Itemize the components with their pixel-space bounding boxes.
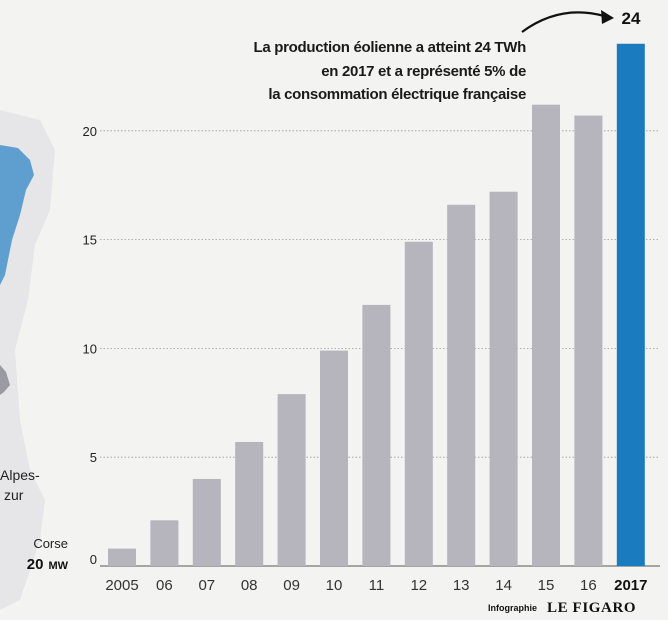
y-tick-label: 10 [83,341,97,356]
bar [320,350,348,566]
x-tick-label: 11 [369,577,385,594]
y-tick-label: 20 [83,124,97,139]
bar [404,241,433,566]
credit: Infographie LE FIGARO [488,600,636,616]
annotation-line-3: la consommation électrique française [268,86,526,103]
bar [447,204,476,566]
y-tick-label: 0 [90,552,97,567]
annotation-arrow [521,11,605,33]
y-tick-label: 15 [83,233,97,248]
x-axis-labels: 2005 06 07 08 09 10 11 12 13 14 15 16 2017 [105,577,647,594]
x-tick-label: 07 [198,577,215,594]
corse-capacity: 20 MW [27,556,69,573]
bar [150,520,179,566]
annotation: La production éolienne a atteint 24 TWh … [254,9,641,103]
highlight-value-label: 24 [622,9,641,28]
map-region-shape [0,145,34,285]
credit-prefix: Infographie [488,603,537,613]
x-tick-label: 14 [495,577,512,594]
region-label-top: Alpes- [0,467,40,483]
annotation-arrowhead [601,10,614,24]
x-tick-label: 08 [241,577,258,594]
corse-value: 20 [27,556,44,573]
x-tick-label: 06 [156,577,173,594]
x-tick-label: 10 [326,577,343,594]
y-tick-label: 5 [90,450,97,465]
corse-unit: MW [48,560,68,572]
bar [489,191,518,566]
y-axis-ticks: 0 5 10 15 20 [83,124,97,567]
map-land-shape [0,110,55,610]
credit-brand: LE FIGARO [547,600,636,616]
corse-label: Corse [33,536,68,551]
bar [532,104,560,567]
annotation-line-1: La production éolienne a atteint 24 TWh [254,39,527,56]
annotation-line-2: en 2017 et a représenté 5% de [321,63,526,80]
x-tick-label: 12 [410,577,427,594]
x-tick-label: 2005 [105,577,138,594]
bar [277,394,306,566]
x-tick-label: 2017 [614,577,647,594]
x-tick-label: 15 [538,577,555,594]
map-region-shape-small [0,365,10,395]
bar [574,115,603,567]
x-tick-label: 09 [283,577,300,594]
map-fragment: Alpes- zur Corse 20 MW [0,110,69,610]
bars [108,43,645,567]
bar [192,478,221,566]
bar [235,441,264,566]
bar-highlight [616,43,645,566]
bar [362,304,391,566]
x-tick-label: 13 [453,577,470,594]
x-tick-label: 16 [580,577,597,594]
bar [108,548,136,566]
region-label-bottom: zur [4,487,24,503]
